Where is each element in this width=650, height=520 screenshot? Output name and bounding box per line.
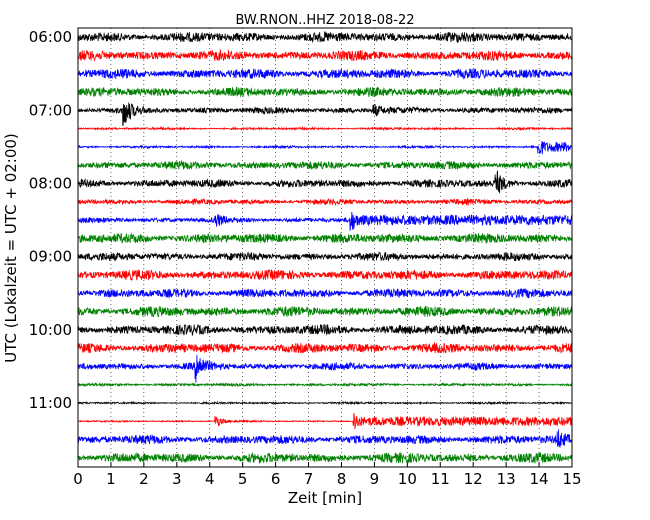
x-tick-label: 5 xyxy=(238,470,248,488)
trace-1015 xyxy=(77,341,573,354)
trace-0815 xyxy=(77,197,573,207)
y-tick-label: 06:00 xyxy=(29,28,72,46)
trace-1100 xyxy=(77,400,573,406)
trace-1130 xyxy=(77,429,573,448)
seismic-traces xyxy=(77,31,573,465)
y-tick-label: 10:00 xyxy=(29,321,72,339)
trace-0930 xyxy=(77,287,573,299)
x-tick-label: 3 xyxy=(172,470,182,488)
x-tick-label: 9 xyxy=(370,470,380,488)
y-tick-label: 09:00 xyxy=(29,248,72,266)
x-axis-ticks: 0 1 2 3 4 5 6 7 8 9 10 11 12 13 14 15 xyxy=(73,462,582,488)
chart-title: BW.RNON..HHZ 2018-08-22 xyxy=(235,13,414,28)
x-tick-label: 11 xyxy=(431,470,450,488)
x-tick-label: 1 xyxy=(106,470,116,488)
y-axis-ticks: 06:00 07:00 08:00 09:00 10:00 11:00 xyxy=(29,28,83,412)
trace-0630 xyxy=(77,68,573,80)
trace-0600 xyxy=(77,31,573,44)
x-tick-label: 7 xyxy=(304,470,314,488)
trace-0715 xyxy=(77,126,573,132)
x-axis-label: Zeit [min] xyxy=(288,489,362,507)
y-tick-label: 07:00 xyxy=(29,101,72,119)
trace-0900 xyxy=(77,251,573,262)
trace-1115 xyxy=(77,413,573,430)
x-tick-label: 14 xyxy=(530,470,549,488)
trace-0945 xyxy=(77,305,573,318)
trace-1145 xyxy=(77,451,573,465)
trace-1045 xyxy=(77,382,573,388)
plot-frame xyxy=(77,27,573,468)
trace-1000 xyxy=(77,323,572,336)
trace-0730 xyxy=(77,140,573,155)
x-tick-label: 6 xyxy=(271,470,281,488)
x-tick-label: 0 xyxy=(73,470,83,488)
x-tick-label: 2 xyxy=(139,470,149,488)
x-tick-label: 13 xyxy=(497,470,516,488)
x-tick-label: 10 xyxy=(398,470,417,488)
trace-0700 xyxy=(77,102,573,127)
y-axis-label: UTC (Lokalzeit = UTC + 02:00) xyxy=(2,133,20,363)
trace-1030 xyxy=(77,354,573,383)
trace-0830 xyxy=(77,211,573,231)
x-tick-label: 12 xyxy=(464,470,483,488)
x-tick-label: 8 xyxy=(337,470,347,488)
trace-0615 xyxy=(77,48,573,62)
trace-0845 xyxy=(77,232,573,245)
trace-0645 xyxy=(77,86,573,98)
trace-0915 xyxy=(77,269,573,282)
trace-0745 xyxy=(77,159,573,170)
trace-0800 xyxy=(77,170,573,194)
x-tick-label: 4 xyxy=(205,470,215,488)
x-tick-label: 15 xyxy=(562,470,581,488)
y-tick-label: 11:00 xyxy=(29,394,72,412)
y-tick-label: 08:00 xyxy=(29,174,72,192)
